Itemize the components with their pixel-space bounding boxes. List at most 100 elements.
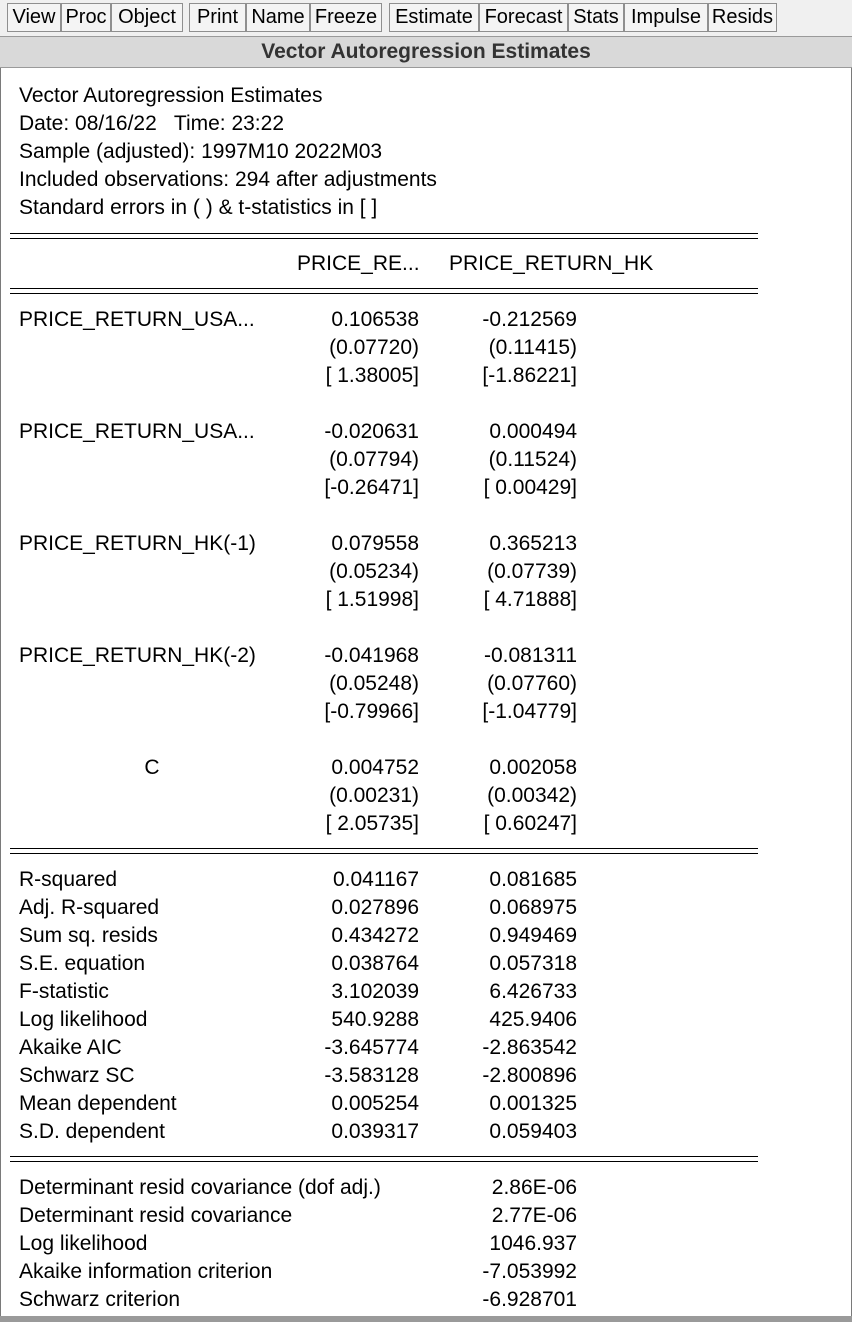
stat-value: -3.583128 <box>324 1064 419 1087</box>
resids-button[interactable]: Resids <box>708 3 777 32</box>
se-value: (0.05248) <box>329 672 419 695</box>
divider <box>10 233 758 239</box>
stat-label: Adj. R-squared <box>19 896 160 919</box>
coef-value: -0.041968 <box>324 644 419 667</box>
se-value: (0.07720) <box>329 336 419 359</box>
stat-label: S.D. dependent <box>19 1120 165 1143</box>
stat-value: 0.057318 <box>489 952 577 975</box>
coef-value: -0.212569 <box>482 308 577 331</box>
header-title: Vector Autoregression Estimates <box>19 84 323 107</box>
t-stat-value: [ 1.38005] <box>325 364 419 387</box>
header-date: Date: 08/16/22 Time: 23:22 <box>19 112 285 135</box>
t-stat-value: [-0.79966] <box>324 700 419 723</box>
stat-value: 0.041167 <box>332 868 419 891</box>
system-stat-value: 2.86E-06 <box>491 1176 577 1199</box>
system-stat-value: 1046.937 <box>489 1232 577 1255</box>
impulse-button[interactable]: Impulse <box>624 3 708 32</box>
coef-row-label: PRICE_RETURN_HK(-1) <box>19 532 256 555</box>
stat-value: 0.039317 <box>331 1120 419 1143</box>
stat-value: 0.027896 <box>331 896 419 919</box>
se-value: (0.07739) <box>487 560 577 583</box>
stats-button[interactable]: Stats <box>568 3 624 32</box>
estimate-button[interactable]: Estimate <box>389 3 479 32</box>
t-stat-value: [ 1.51998] <box>325 588 419 611</box>
stat-label: S.E. equation <box>19 952 146 975</box>
stat-value: 0.001325 <box>489 1092 577 1115</box>
t-stat-value: [-1.86221] <box>482 364 577 387</box>
toolbar: View Proc Object Print Name Freeze Estim… <box>0 0 852 36</box>
object-button[interactable]: Object <box>111 3 183 32</box>
stat-value: 3.102039 <box>331 980 419 1003</box>
header-observations: Included observations: 294 after adjustm… <box>19 168 437 191</box>
coef-value: 0.079558 <box>331 532 419 555</box>
stat-value: 540.9288 <box>331 1008 419 1031</box>
print-button[interactable]: Print <box>189 3 246 32</box>
stat-value: 0.068975 <box>489 896 577 919</box>
stat-value: -3.645774 <box>324 1036 419 1059</box>
proc-button[interactable]: Proc <box>61 3 111 32</box>
view-button[interactable]: View <box>7 3 61 32</box>
coef-row-label: C <box>144 756 160 779</box>
se-value: (0.05234) <box>329 560 419 583</box>
stat-label: Mean dependent <box>19 1092 177 1115</box>
coef-value: 0.004752 <box>331 756 419 779</box>
stat-value: 0.005254 <box>331 1092 419 1115</box>
stat-value: -2.863542 <box>482 1036 577 1059</box>
coef-row-label: PRICE_RETURN_USA... <box>19 308 255 331</box>
system-stat-label: Determinant resid covariance <box>19 1204 293 1227</box>
se-value: (0.07794) <box>329 448 419 471</box>
system-stat-value: 2.77E-06 <box>491 1204 577 1227</box>
se-value: (0.11415) <box>488 336 577 359</box>
header-sample: Sample (adjusted): 1997M10 2022M03 <box>19 140 383 163</box>
output-panel <box>0 68 852 1320</box>
t-stat-value: [ 4.71888] <box>483 588 577 611</box>
t-stat-value: [-0.26471] <box>324 476 419 499</box>
stat-label: R-squared <box>19 868 118 891</box>
divider <box>10 848 758 854</box>
stat-value: -2.800896 <box>482 1064 577 1087</box>
coef-value: 0.106538 <box>331 308 419 331</box>
freeze-button[interactable]: Freeze <box>310 3 382 32</box>
coef-row-label: PRICE_RETURN_USA... <box>19 420 255 443</box>
stat-label: F-statistic <box>19 980 109 1003</box>
t-stat-value: [ 0.60247] <box>483 812 577 835</box>
stat-value: 425.9406 <box>489 1008 577 1031</box>
t-stat-value: [ 0.00429] <box>483 476 577 499</box>
system-stat-label: Log likelihood <box>19 1232 148 1255</box>
window-title: Vector Autoregression Estimates <box>0 36 852 68</box>
se-value: (0.11524) <box>488 448 577 471</box>
stat-value: 0.081685 <box>489 868 577 891</box>
column-header-2: PRICE_RETURN_HK <box>449 252 654 275</box>
se-value: (0.07760) <box>487 672 577 695</box>
system-stat-label: Schwarz criterion <box>19 1288 181 1311</box>
coef-value: 0.365213 <box>489 532 577 555</box>
coef-value: 0.002058 <box>489 756 577 779</box>
stat-label: Schwarz SC <box>19 1064 135 1087</box>
stat-value: 0.434272 <box>331 924 419 947</box>
column-header-1: PRICE_RE... <box>297 252 420 275</box>
divider <box>10 1156 758 1162</box>
window-bottom-edge <box>0 1316 852 1322</box>
se-value: (0.00342) <box>487 784 577 807</box>
coef-value: 0.000494 <box>489 420 577 443</box>
t-stat-value: [ 2.05735] <box>325 812 419 835</box>
stat-label: Sum sq. resids <box>19 924 158 947</box>
coef-value: -0.081311 <box>483 644 577 667</box>
stat-label: Log likelihood <box>19 1008 148 1031</box>
divider <box>10 288 758 294</box>
forecast-button[interactable]: Forecast <box>479 3 568 32</box>
coef-value: -0.020631 <box>324 420 419 443</box>
name-button[interactable]: Name <box>246 3 310 32</box>
stat-value: 0.949469 <box>489 924 577 947</box>
stat-label: Akaike AIC <box>19 1036 122 1059</box>
stat-value: 6.426733 <box>489 980 577 1003</box>
stat-value: 0.038764 <box>331 952 419 975</box>
system-stat-value: -7.053992 <box>482 1260 577 1283</box>
system-stat-label: Determinant resid covariance (dof adj.) <box>19 1176 381 1199</box>
coef-row-label: PRICE_RETURN_HK(-2) <box>19 644 256 667</box>
se-value: (0.00231) <box>329 784 419 807</box>
t-stat-value: [-1.04779] <box>482 700 577 723</box>
system-stat-value: -6.928701 <box>482 1288 577 1311</box>
system-stat-label: Akaike information criterion <box>19 1260 273 1283</box>
header-se-note: Standard errors in ( ) & t-statistics in… <box>19 196 378 219</box>
